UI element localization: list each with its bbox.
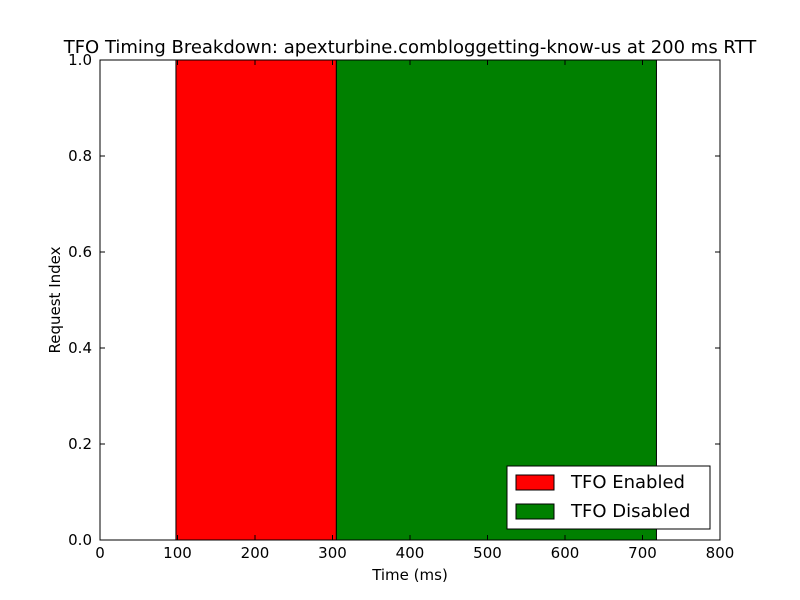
legend: TFO Enabled TFO Disabled	[506, 465, 711, 530]
plot-area: 0 100 200 300 400 500 600 700 800 0.0 0.2 0.4 0.6 0.8…	[68, 51, 734, 562]
x-tick-label: 300	[318, 544, 347, 562]
x-tick-label: 200	[241, 544, 270, 562]
x-tick-label: 100	[163, 544, 192, 562]
y-tick-label: 0.4	[68, 339, 92, 357]
y-tick-label: 0.2	[68, 435, 92, 453]
x-tick-label: 500	[473, 544, 502, 562]
y-axis-label: Request Index	[46, 246, 64, 353]
bar-group	[175, 59, 657, 541]
y-tick-label: 1.0	[68, 51, 92, 69]
legend-swatch	[515, 474, 555, 491]
x-tick-label: 400	[396, 544, 425, 562]
bar-tfo-enabled	[175, 59, 337, 541]
x-axis-label: Time (ms)	[371, 566, 448, 584]
x-tick-label: 700	[628, 544, 657, 562]
x-tick-label: 800	[706, 544, 735, 562]
y-tick-label: 0.0	[68, 531, 92, 549]
tick-group: 0 100 200 300 400 500 600 700 800 0.0 0.2 0.4 0.6 0.8…	[68, 51, 734, 562]
x-tick-label: 0	[95, 544, 105, 562]
y-tick-label: 0.8	[68, 147, 92, 165]
x-tick-label: 600	[551, 544, 580, 562]
chart-title: TFO Timing Breakdown: apexturbine.comblo…	[63, 37, 758, 58]
plot-frame	[99, 59, 721, 541]
y-tick-label: 0.6	[68, 243, 92, 261]
legend-label: TFO Enabled	[570, 472, 685, 493]
legend-label: TFO Disabled	[570, 501, 690, 522]
legend-swatch	[515, 503, 555, 520]
